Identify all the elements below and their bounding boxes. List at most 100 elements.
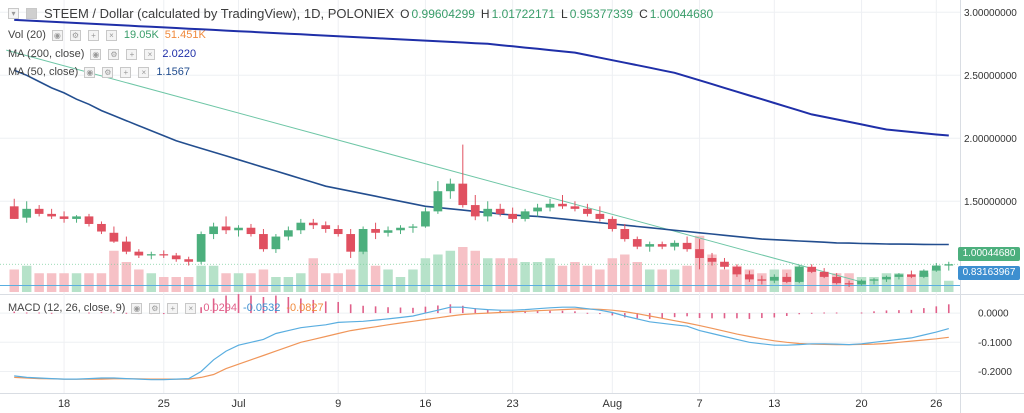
candle-body bbox=[720, 261, 729, 267]
macd-histogram-bar bbox=[524, 311, 526, 314]
macd-histogram-bar bbox=[636, 313, 639, 319]
volume-bar bbox=[719, 269, 730, 292]
macd-histogram-bar bbox=[324, 301, 327, 314]
macd-histogram-bar bbox=[312, 299, 315, 314]
candle-body bbox=[757, 279, 767, 281]
macd-histogram-bar bbox=[673, 313, 676, 318]
macd-histogram-bar bbox=[424, 306, 427, 314]
price-tick-label: 2.50000000 bbox=[964, 71, 1017, 82]
macd-histogram-bar bbox=[536, 311, 539, 314]
candle-body bbox=[246, 227, 256, 235]
macd-histogram-bar bbox=[13, 311, 16, 314]
volume-bar bbox=[395, 277, 406, 292]
candle-body bbox=[607, 218, 617, 230]
macd-histogram-bar bbox=[686, 313, 688, 317]
close-icon[interactable]: × bbox=[105, 29, 117, 41]
volume-bar bbox=[520, 262, 530, 292]
settings-icon[interactable]: ⚙ bbox=[102, 66, 114, 78]
ma200-label: MA (200, close) bbox=[8, 48, 85, 60]
add-icon[interactable]: + bbox=[87, 29, 99, 41]
candle-body bbox=[209, 226, 218, 235]
macd-histogram-bar bbox=[150, 313, 153, 315]
macd-histogram-bar bbox=[387, 307, 389, 314]
volume-bar bbox=[221, 273, 231, 292]
macd-histogram-bar bbox=[113, 312, 115, 314]
macd-histogram-bar bbox=[736, 313, 738, 319]
macd-histogram-bar bbox=[935, 306, 938, 314]
macd-histogram-bar bbox=[798, 313, 801, 315]
volume-bar bbox=[21, 265, 32, 292]
vol-legend: Vol (20) ◉ ⚙ + × 19.05K 51.451K bbox=[8, 29, 206, 41]
macd-histogram-bar bbox=[225, 295, 227, 314]
time-tick-label: 20 bbox=[855, 398, 867, 410]
macd-histogram-bar bbox=[661, 313, 663, 319]
settings-icon[interactable]: ⚙ bbox=[108, 48, 120, 60]
candle-body bbox=[159, 254, 169, 256]
settings-icon[interactable]: ⚙ bbox=[149, 302, 161, 314]
candle-body bbox=[882, 276, 891, 280]
close-icon[interactable]: × bbox=[185, 302, 197, 314]
candle-body bbox=[558, 203, 567, 207]
candle-body bbox=[321, 225, 331, 230]
macd-value-3: -0.0827 bbox=[286, 302, 324, 314]
ma50-line bbox=[13, 69, 949, 246]
volume-bar bbox=[570, 262, 580, 292]
volume-bar bbox=[208, 265, 219, 292]
macd-histogram-bar bbox=[162, 313, 165, 315]
volume-bar bbox=[71, 273, 82, 292]
volume-bar bbox=[333, 273, 343, 292]
time-tick-label: 18 bbox=[58, 398, 70, 410]
time-tick-label: 13 bbox=[768, 398, 780, 410]
candle-body bbox=[184, 259, 194, 262]
add-icon[interactable]: + bbox=[126, 48, 138, 60]
candle-body bbox=[857, 280, 866, 285]
ma50-value: 1.1567 bbox=[156, 66, 190, 78]
candle-body bbox=[47, 213, 56, 217]
close-icon[interactable]: × bbox=[138, 66, 150, 78]
volume-bar bbox=[233, 273, 244, 292]
add-icon[interactable]: + bbox=[120, 66, 132, 78]
candle-body bbox=[707, 257, 717, 262]
volume-bar bbox=[906, 277, 917, 292]
macd-histogram-bar bbox=[474, 308, 477, 314]
volume-bar bbox=[134, 269, 144, 292]
macd-histogram-bar bbox=[262, 297, 265, 314]
candle-body bbox=[34, 208, 44, 214]
macd-histogram-bar bbox=[611, 313, 614, 316]
close-icon[interactable]: × bbox=[144, 48, 156, 60]
time-tick-label: 9 bbox=[335, 398, 341, 410]
eye-icon[interactable]: ◉ bbox=[51, 29, 63, 41]
volume-bar bbox=[59, 273, 69, 292]
eye-icon[interactable]: ◉ bbox=[131, 302, 143, 314]
add-icon[interactable]: + bbox=[167, 302, 179, 314]
trendline bbox=[6, 49, 862, 283]
time-tick-label: 7 bbox=[696, 398, 702, 410]
vol-value-1: 19.05K bbox=[123, 29, 159, 41]
macd-histogram-bar bbox=[773, 313, 776, 318]
volume-bar bbox=[495, 258, 505, 292]
macd-histogram-bar bbox=[437, 305, 439, 314]
candle-body bbox=[358, 229, 368, 252]
candle-body bbox=[59, 216, 69, 219]
ohlc-low: L 0.95377339 bbox=[561, 6, 634, 21]
candle-body bbox=[520, 211, 530, 219]
macd-histogram-bar bbox=[810, 312, 813, 314]
candle-body bbox=[109, 232, 119, 242]
candle-body bbox=[445, 183, 455, 192]
macd-histogram-bar bbox=[748, 313, 751, 319]
macd-histogram-bar bbox=[623, 313, 626, 318]
eye-icon[interactable]: ◉ bbox=[90, 48, 102, 60]
symbol-square-icon bbox=[26, 8, 37, 19]
volume-bar bbox=[894, 273, 904, 292]
candle-body bbox=[421, 211, 430, 227]
settings-icon[interactable]: ⚙ bbox=[69, 29, 81, 41]
macd-histogram-bar bbox=[761, 313, 763, 319]
volume-bar bbox=[408, 269, 418, 292]
volume-bar bbox=[296, 273, 306, 292]
macd-histogram-bar bbox=[723, 313, 726, 319]
eye-icon[interactable]: ◉ bbox=[84, 66, 96, 78]
collapse-icon[interactable]: ▾ bbox=[8, 8, 19, 19]
candle-body bbox=[171, 255, 181, 260]
candle-body bbox=[259, 234, 268, 250]
